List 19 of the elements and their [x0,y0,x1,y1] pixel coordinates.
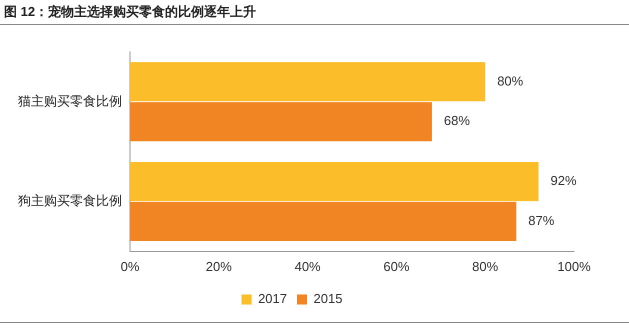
legend-label: 2017 [258,291,287,306]
bar [130,162,538,202]
x-tick-label: 20% [206,258,232,274]
data-label: 87% [528,213,555,228]
y-tick-label: 猫主购买零食比例 [18,93,122,108]
x-tick-label: 40% [294,258,322,274]
y-tick-label: 狗主购买零食比例 [18,193,122,208]
legend-label: 2015 [314,291,342,306]
x-tick-label: 0% [120,258,140,274]
x-tick-label: 100% [557,258,592,274]
chart-title: 图 12：宠物主选择购买零食的比例逐年上升 [4,3,256,21]
bar [130,102,432,142]
data-label: 68% [444,113,470,128]
x-tick-label: 60% [383,258,410,274]
x-tick-label: 80% [472,258,499,274]
data-label: 80% [497,73,524,88]
bar [130,62,486,102]
bar [130,202,516,242]
data-label: 92% [550,173,577,188]
